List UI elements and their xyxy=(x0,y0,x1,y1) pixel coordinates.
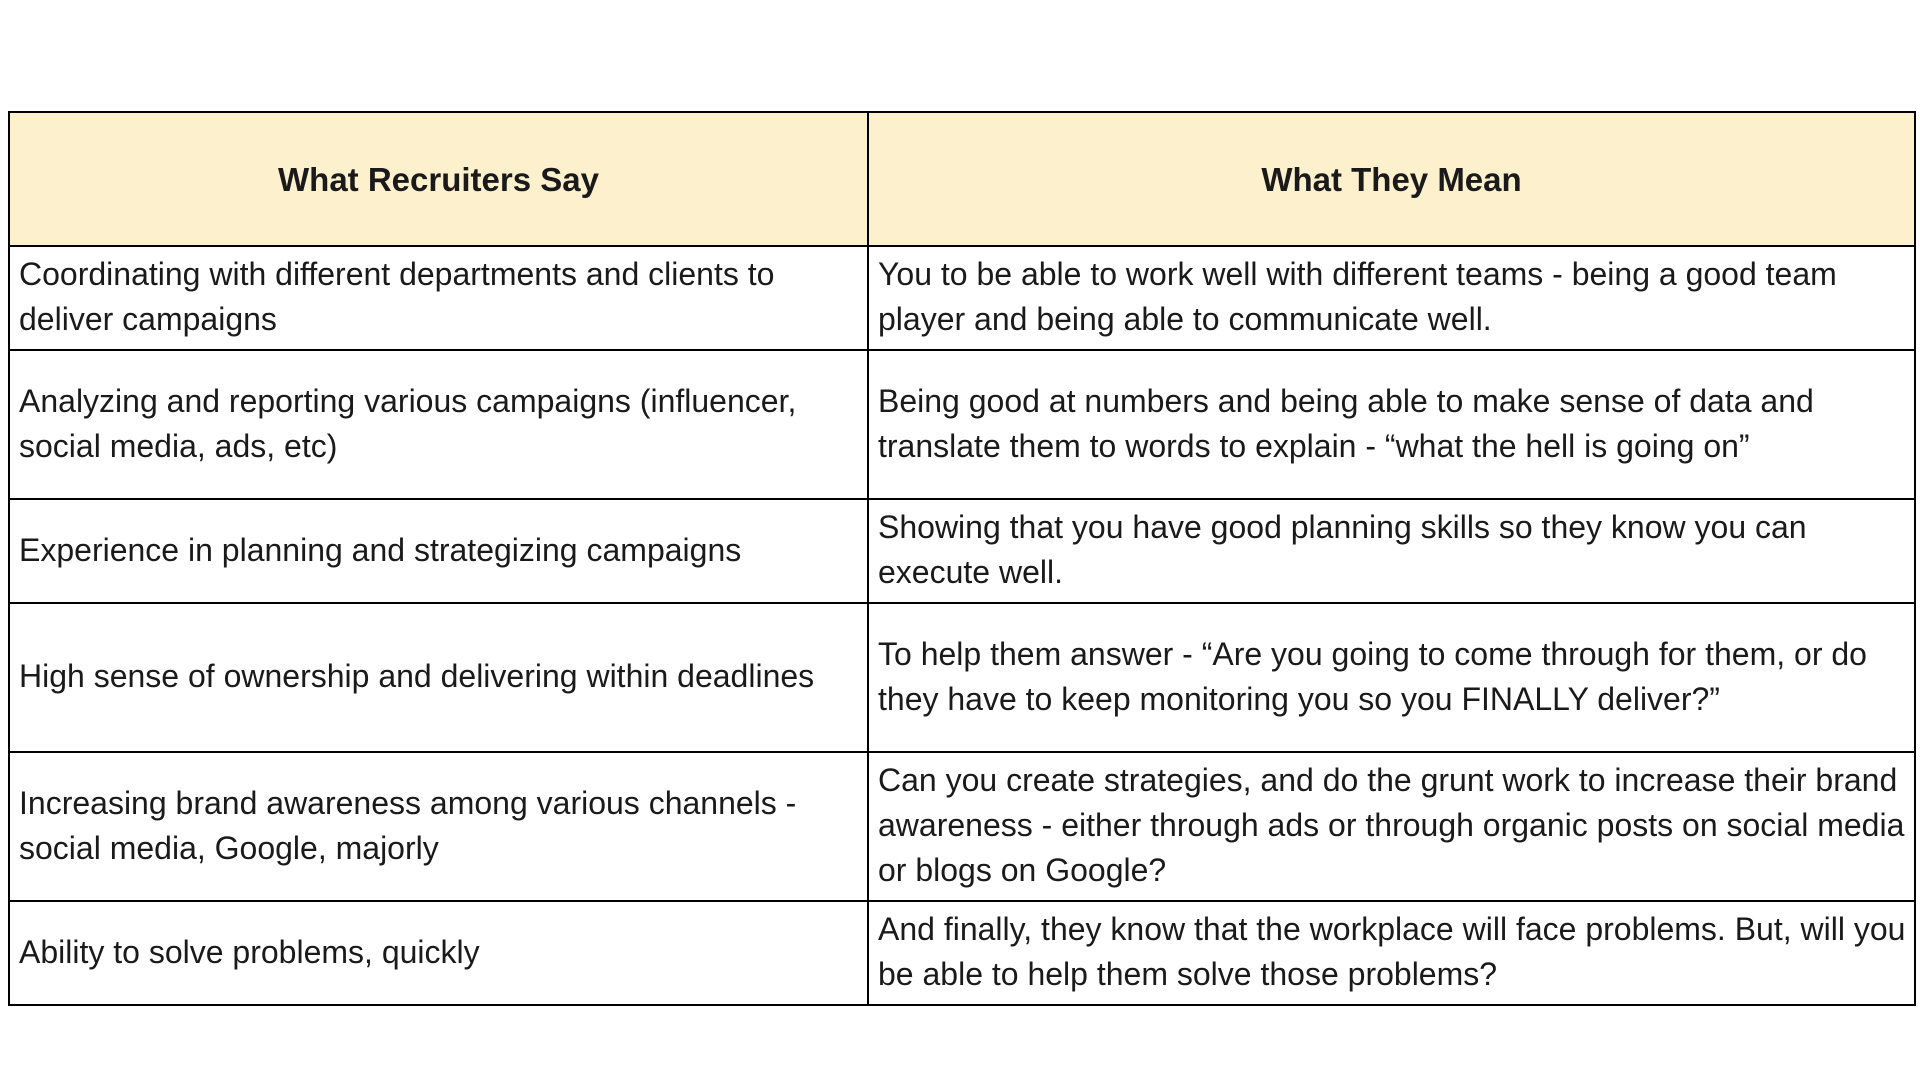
recruiter-say-cell: High sense of ownership and delivering w… xyxy=(8,602,869,753)
meaning-cell: Being good at numbers and being able to … xyxy=(867,349,1916,500)
table-header-row: What Recruiters Say What They Mean xyxy=(8,111,1916,247)
table-row: Experience in planning and strategizing … xyxy=(8,498,1916,604)
table-row: Ability to solve problems, quickly And f… xyxy=(8,900,1916,1006)
meaning-cell: To help them answer - “Are you going to … xyxy=(867,602,1916,753)
table-row: Coordinating with different departments … xyxy=(8,245,1916,351)
table-row: Increasing brand awareness among various… xyxy=(8,751,1916,902)
recruiter-say-cell: Ability to solve problems, quickly xyxy=(8,900,869,1006)
meaning-cell: Can you create strategies, and do the gr… xyxy=(867,751,1916,902)
comparison-table: What Recruiters Say What They Mean Coord… xyxy=(8,111,1916,1006)
meaning-cell: And finally, they know that the workplac… xyxy=(867,900,1916,1006)
meaning-cell: Showing that you have good planning skil… xyxy=(867,498,1916,604)
header-what-recruiters-say: What Recruiters Say xyxy=(8,111,869,247)
recruiter-say-cell: Increasing brand awareness among various… xyxy=(8,751,869,902)
table-row: Analyzing and reporting various campaign… xyxy=(8,349,1916,500)
meaning-cell: You to be able to work well with differe… xyxy=(867,245,1916,351)
table-row: High sense of ownership and delivering w… xyxy=(8,602,1916,753)
header-what-they-mean: What They Mean xyxy=(867,111,1916,247)
recruiter-say-cell: Analyzing and reporting various campaign… xyxy=(8,349,869,500)
recruiter-say-cell: Coordinating with different departments … xyxy=(8,245,869,351)
recruiter-say-cell: Experience in planning and strategizing … xyxy=(8,498,869,604)
comparison-table-container: What Recruiters Say What They Mean Coord… xyxy=(8,111,1916,1006)
